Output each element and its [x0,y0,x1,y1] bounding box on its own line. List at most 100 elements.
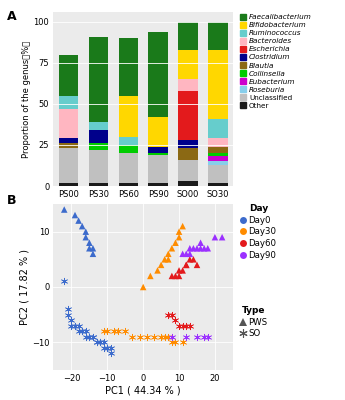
Point [83,334,89,340]
Point [79,328,85,334]
Point [201,334,207,340]
Point [176,234,182,240]
Point [205,245,210,252]
Point [169,312,175,318]
Point [101,345,107,351]
Bar [178,50,198,79]
Point [187,322,193,329]
Bar [208,138,228,147]
Point [90,334,96,340]
Point [105,328,110,334]
Point [76,218,81,224]
Point [162,256,167,262]
Bar [208,183,228,186]
Point [198,245,203,252]
Point [169,334,175,340]
Point [184,322,189,329]
Point [184,334,189,340]
Bar [148,117,168,147]
Bar [89,130,108,143]
Point [176,273,182,279]
Bar [148,183,168,186]
Point [94,339,99,346]
Bar [208,156,228,161]
Bar [208,119,228,138]
Point [87,245,92,252]
Bar [148,147,168,153]
Point [176,228,182,235]
Legend: Day0, Day30, Day60, Day90: Day0, Day30, Day60, Day90 [240,204,276,260]
Point [169,245,175,252]
X-axis label: PC1 ( 44.34 % ): PC1 ( 44.34 % ) [105,386,181,396]
Point [180,339,185,346]
Point [176,322,182,329]
Point [148,273,153,279]
Point [151,334,157,340]
Point [140,284,146,290]
Bar [178,160,198,181]
Point [194,262,200,268]
Point [105,345,110,351]
Point [87,240,92,246]
Bar [208,165,228,183]
Bar [59,183,78,186]
Point [158,262,164,268]
Point [72,322,78,329]
Point [187,256,193,262]
Bar [208,22,228,50]
Point [61,206,67,213]
Point [115,328,121,334]
Point [187,250,193,257]
Bar [148,153,168,155]
Legend: PWS, SO: PWS, SO [240,306,267,338]
Point [79,223,85,229]
Bar [208,50,228,119]
Bar [208,147,228,153]
Point [180,250,185,257]
Point [108,350,114,357]
Point [83,228,89,235]
Point [61,278,67,285]
Bar [89,37,108,122]
Point [87,334,92,340]
Point [162,334,167,340]
Bar [178,181,198,186]
Point [155,267,160,274]
Point [166,312,171,318]
Bar [148,155,168,183]
Bar [208,153,228,156]
Point [69,317,74,323]
Point [180,322,185,329]
Point [187,245,193,252]
Point [180,267,185,274]
Bar [178,140,198,148]
Bar [148,32,168,117]
Point [69,322,74,329]
Bar [89,122,108,130]
Bar [59,148,78,183]
Bar [119,96,138,137]
Point [191,245,196,252]
Point [173,339,178,346]
Point [166,250,171,257]
Bar [59,109,78,138]
Point [166,256,171,262]
Bar [119,38,138,96]
Point [180,223,185,229]
Point [184,250,189,257]
Point [191,256,196,262]
Point [65,306,71,312]
Bar [208,161,228,165]
Point [65,312,71,318]
Point [97,339,103,346]
Point [83,328,89,334]
Point [97,339,103,346]
Bar [59,55,78,96]
Point [108,345,114,351]
Bar [89,183,108,186]
Point [158,334,164,340]
Point [169,339,175,346]
Y-axis label: PC2 ( 17.82 % ): PC2 ( 17.82 % ) [19,249,29,325]
Bar [89,150,108,183]
Point [205,334,210,340]
